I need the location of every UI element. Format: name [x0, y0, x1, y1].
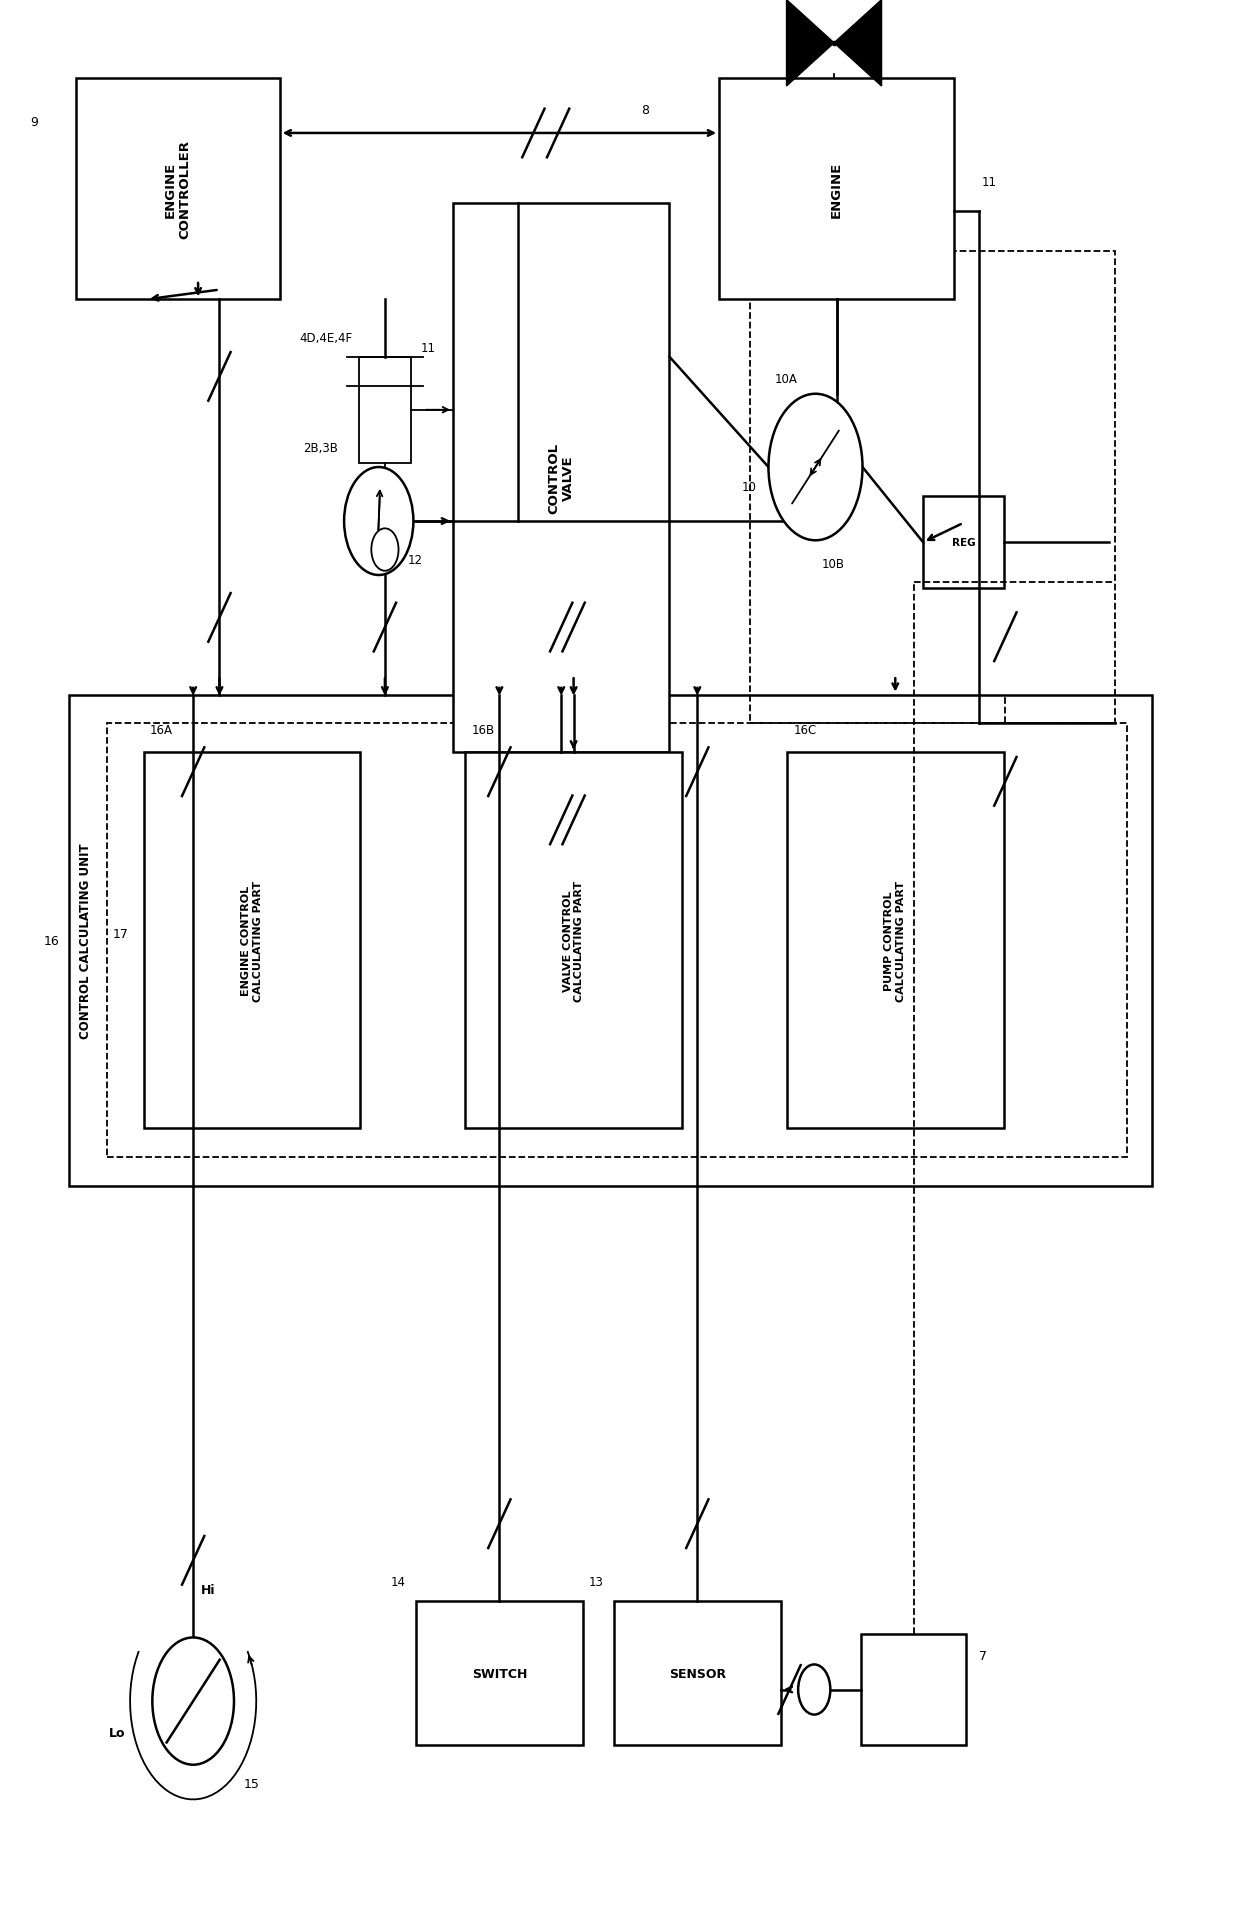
Text: Hi: Hi: [201, 1583, 216, 1596]
Text: 15: 15: [244, 1778, 259, 1791]
Circle shape: [799, 1664, 831, 1714]
Text: 2B,3B: 2B,3B: [303, 442, 339, 455]
Bar: [415, 1602, 583, 1745]
Text: VALVE CONTROL
CALCULATING PART: VALVE CONTROL CALCULATING PART: [563, 880, 584, 1002]
Bar: [787, 753, 1003, 1129]
Bar: [69, 695, 1152, 1187]
Polygon shape: [835, 0, 882, 87]
Text: 10A: 10A: [775, 372, 797, 386]
Text: 16A: 16A: [150, 724, 172, 737]
Text: ENGINE CONTROL
CALCULATING PART: ENGINE CONTROL CALCULATING PART: [241, 880, 263, 1002]
Bar: [614, 1602, 781, 1745]
Circle shape: [769, 394, 863, 540]
Text: 8: 8: [641, 104, 649, 118]
Text: 16: 16: [43, 934, 60, 948]
Bar: [453, 205, 670, 753]
Text: CONTROL CALCULATING UNIT: CONTROL CALCULATING UNIT: [79, 843, 92, 1038]
Text: PUMP CONTROL
CALCULATING PART: PUMP CONTROL CALCULATING PART: [884, 880, 906, 1002]
Text: 14: 14: [391, 1575, 405, 1588]
Circle shape: [343, 467, 413, 575]
Text: 12: 12: [407, 554, 422, 565]
Text: CONTROL
VALVE: CONTROL VALVE: [547, 442, 575, 513]
Text: 17: 17: [113, 928, 129, 942]
Circle shape: [371, 529, 398, 571]
Bar: [719, 79, 954, 299]
Text: 16B: 16B: [471, 724, 495, 737]
Bar: [107, 724, 1127, 1158]
Text: ENGINE
CONTROLLER: ENGINE CONTROLLER: [164, 139, 192, 239]
Text: 16C: 16C: [794, 724, 816, 737]
Text: 13: 13: [589, 1575, 604, 1588]
Bar: [76, 79, 280, 299]
Bar: [465, 753, 682, 1129]
Text: 4D,4E,4F: 4D,4E,4F: [300, 332, 352, 345]
Circle shape: [153, 1637, 234, 1764]
Bar: [750, 253, 1115, 724]
Text: REG: REG: [951, 538, 975, 548]
Bar: [358, 357, 410, 463]
Bar: [862, 1635, 966, 1745]
Text: 11: 11: [981, 176, 996, 189]
Bar: [923, 496, 1003, 589]
Bar: [144, 753, 360, 1129]
Text: SWITCH: SWITCH: [471, 1668, 527, 1679]
Text: ENGINE: ENGINE: [830, 162, 843, 218]
Text: 10B: 10B: [822, 558, 844, 571]
Text: 9: 9: [31, 116, 38, 129]
Polygon shape: [786, 0, 835, 87]
Text: 7: 7: [978, 1650, 987, 1662]
Text: 10: 10: [742, 481, 756, 494]
Text: Lo: Lo: [109, 1727, 125, 1739]
Text: 11: 11: [420, 342, 435, 355]
Text: SENSOR: SENSOR: [668, 1668, 725, 1679]
